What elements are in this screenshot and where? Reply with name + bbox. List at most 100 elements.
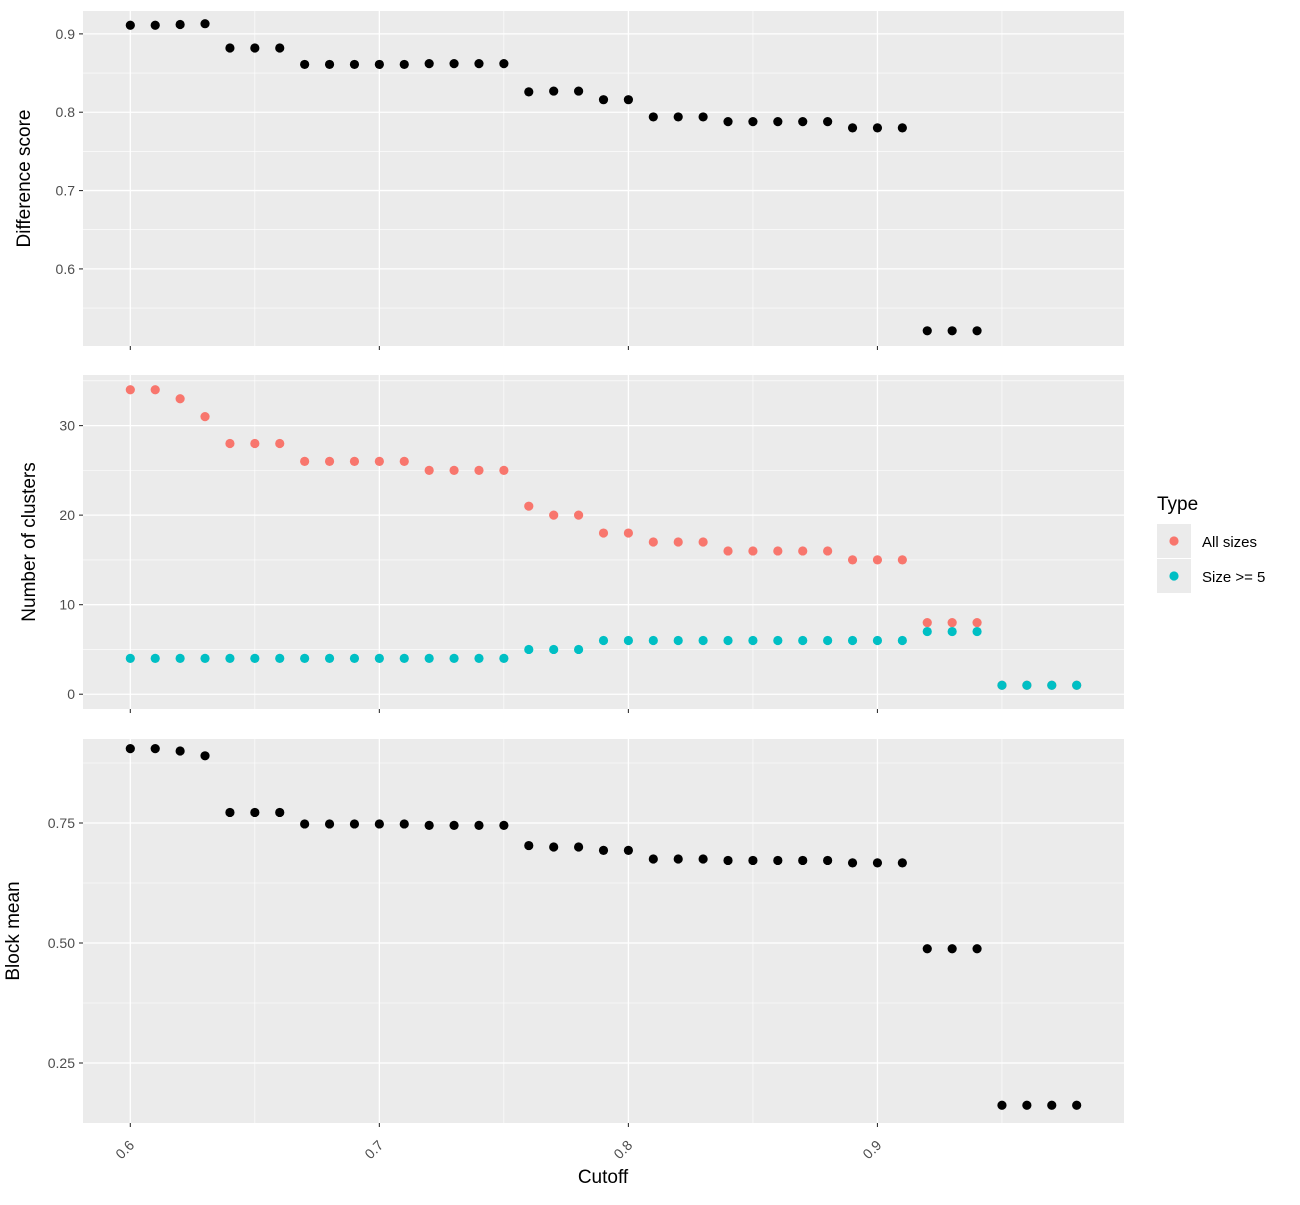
data-point-size-5 [424, 653, 434, 664]
data-point-difference-score [225, 43, 235, 53]
data-point-difference-score [648, 112, 658, 122]
data-point-difference-score [150, 20, 160, 30]
data-point-block-mean [250, 807, 260, 818]
data-point-size-5 [374, 653, 384, 664]
data-point-block-mean [648, 854, 658, 864]
data-point-all-sizes [300, 456, 310, 467]
data-point-block-mean [1072, 1100, 1082, 1110]
y-tick-label: 0.75 [48, 815, 75, 831]
data-point-difference-score [374, 59, 384, 70]
data-point-all-sizes [897, 555, 907, 565]
data-point-size-5 [748, 635, 758, 646]
data-point-all-sizes [723, 546, 733, 556]
data-point-size-5 [399, 653, 409, 664]
data-point-block-mean [499, 820, 509, 831]
data-point-size-5 [723, 635, 733, 646]
data-point-size-5 [300, 653, 310, 664]
data-point-all-sizes [524, 501, 534, 511]
data-point-size-5 [1047, 680, 1057, 690]
data-point-difference-score [324, 59, 335, 70]
data-point-difference-score [573, 86, 584, 96]
data-point-size-5 [673, 635, 683, 646]
data-point-difference-score [200, 19, 210, 29]
data-point-block-mean [324, 819, 335, 829]
data-point-difference-score [399, 59, 409, 70]
panel-background [83, 739, 1124, 1123]
y-tick-label: 30 [59, 418, 75, 434]
data-point-block-mean [225, 807, 235, 818]
data-point-all-sizes [947, 617, 957, 628]
data-point-difference-score [723, 117, 733, 127]
panel-difference-score: 0.6 0.7 0.8 0.9 Difference score [14, 11, 1124, 350]
data-point-size-5 [947, 626, 957, 637]
legend-key-all-sizes [1169, 536, 1179, 546]
data-point-block-mean [573, 842, 584, 852]
x-tick-label: 0.8 [610, 1137, 635, 1162]
data-point-block-mean [623, 845, 634, 855]
panel-number-of-clusters: 0 10 20 30 Number of clusters [19, 375, 1124, 713]
data-point-all-sizes [623, 528, 634, 538]
data-point-block-mean [374, 819, 384, 829]
data-point-block-mean [200, 751, 210, 761]
data-point-block-mean [349, 819, 360, 829]
legend-label-all-sizes: All sizes [1202, 534, 1257, 551]
data-point-all-sizes [125, 385, 135, 395]
panels-layer: 0.6 0.7 0.8 0.9 Difference score 0 10 20 30 Numbe… [3, 11, 1124, 1162]
data-point-all-sizes [175, 394, 185, 404]
data-point-block-mean [748, 855, 758, 866]
data-point-all-sizes [399, 456, 409, 467]
data-point-difference-score [673, 112, 683, 122]
data-point-size-5 [847, 635, 858, 646]
data-point-size-5 [150, 653, 160, 664]
data-point-size-5 [1022, 680, 1032, 690]
data-point-size-5 [474, 653, 484, 664]
data-point-block-mean [449, 820, 459, 831]
data-point-block-mean [972, 944, 982, 954]
data-point-block-mean [997, 1100, 1007, 1110]
data-point-all-sizes [598, 528, 609, 538]
data-point-size-5 [1072, 680, 1082, 690]
data-point-size-5 [549, 644, 559, 655]
data-point-all-sizes [673, 537, 683, 547]
y-tick-label: 0.9 [56, 26, 76, 42]
data-point-difference-score [598, 95, 609, 105]
data-point-difference-score [474, 59, 484, 69]
data-point-size-5 [798, 635, 808, 646]
x-tick-label: 0.6 [112, 1137, 137, 1162]
y-tick-label: 10 [59, 597, 75, 613]
data-point-block-mean [549, 842, 559, 852]
data-point-block-mean [424, 820, 434, 831]
data-point-block-mean [897, 858, 907, 868]
data-point-size-5 [773, 635, 783, 646]
data-point-block-mean [723, 855, 733, 866]
data-point-block-mean [773, 855, 783, 866]
data-point-block-mean [823, 855, 833, 866]
data-point-difference-score [424, 59, 434, 69]
data-point-size-5 [499, 653, 509, 664]
series-size-5 [125, 626, 1082, 690]
data-point-difference-score [275, 43, 285, 53]
data-point-block-mean [673, 854, 683, 864]
data-point-size-5 [125, 653, 135, 664]
x-tick-label: 0.9 [859, 1137, 884, 1162]
data-point-block-mean [598, 845, 609, 855]
data-point-difference-score [524, 87, 534, 97]
data-point-all-sizes [573, 510, 584, 520]
data-point-block-mean [1047, 1100, 1057, 1110]
data-point-all-sizes [499, 465, 509, 475]
x-tick-label: 0.7 [361, 1137, 386, 1162]
series-difference-score [125, 19, 982, 336]
data-point-difference-score [897, 123, 907, 133]
data-point-all-sizes [424, 465, 434, 475]
data-point-difference-score [698, 112, 708, 122]
data-point-all-sizes [449, 465, 459, 475]
data-point-difference-score [823, 117, 833, 127]
data-point-size-5 [872, 635, 883, 646]
data-point-block-mean [175, 746, 185, 756]
data-point-block-mean [300, 819, 310, 829]
data-point-all-sizes [773, 546, 783, 556]
data-point-all-sizes [349, 456, 360, 467]
data-point-difference-score [798, 117, 808, 127]
data-point-size-5 [449, 653, 459, 664]
data-point-difference-score [872, 123, 883, 133]
